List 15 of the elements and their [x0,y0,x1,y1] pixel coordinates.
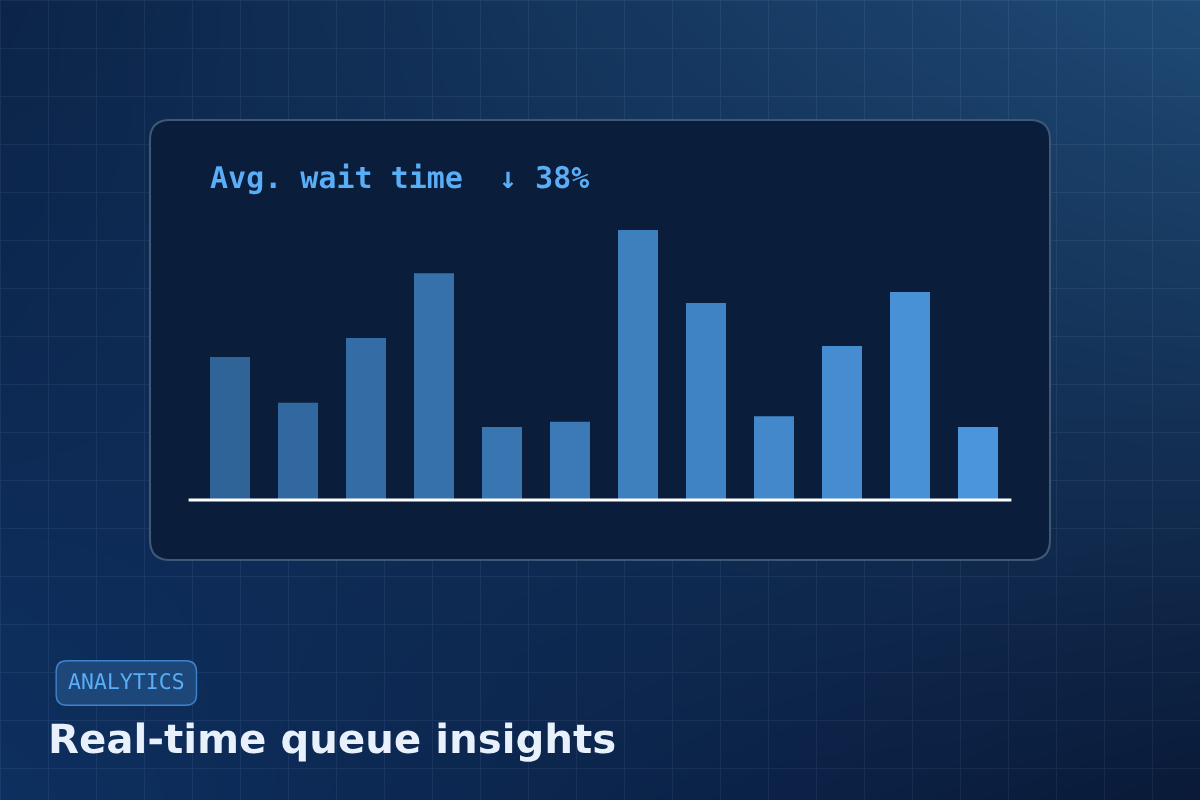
bar [278,402,318,500]
bar [550,421,590,500]
chart-subtitle: Avg. wait time ↓ 38% [210,163,590,195]
bar [822,346,862,500]
bar [210,356,250,500]
bar [346,338,386,500]
bar [482,427,522,500]
bar [414,273,454,500]
text: ANALYTICS [68,673,184,690]
bar [618,230,658,500]
bar [686,302,726,500]
bar [958,427,998,500]
bar [890,292,930,500]
text: Real-time queue insights [51,722,615,762]
bar [754,416,794,500]
